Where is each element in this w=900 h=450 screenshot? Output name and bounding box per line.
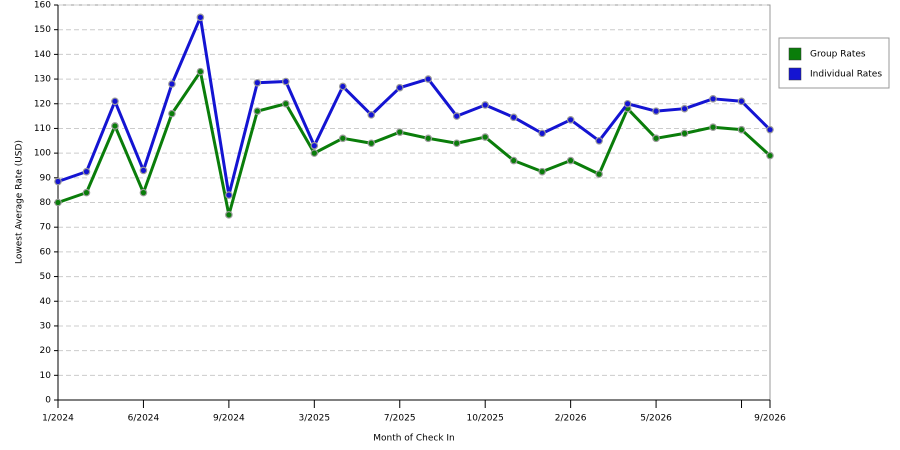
data-point xyxy=(509,113,518,122)
data-point xyxy=(253,107,262,115)
y-tick-label: 40 xyxy=(40,297,52,307)
data-point xyxy=(196,67,205,76)
data-point xyxy=(367,111,376,119)
data-point xyxy=(566,156,575,165)
data-point xyxy=(82,167,91,176)
y-tick-label: 80 xyxy=(40,198,52,208)
x-axis-label: Month of Check In xyxy=(373,434,455,444)
data-point xyxy=(395,83,404,92)
data-point xyxy=(709,95,717,103)
data-point xyxy=(253,78,262,87)
data-point xyxy=(538,167,546,176)
data-point xyxy=(282,77,290,86)
x-tick-label: 1/2024 xyxy=(42,414,74,424)
data-point xyxy=(538,129,546,138)
data-point xyxy=(509,156,518,165)
y-tick-label: 90 xyxy=(40,173,52,183)
data-point xyxy=(452,139,461,148)
y-tick-label: 100 xyxy=(34,149,51,159)
data-point xyxy=(310,149,319,157)
data-point xyxy=(652,107,660,115)
x-tick-label: 2/2026 xyxy=(555,414,587,424)
data-point xyxy=(652,134,660,143)
data-point xyxy=(623,99,632,108)
data-point xyxy=(111,122,119,130)
legend-box xyxy=(778,37,890,89)
x-tick-label: 10/2025 xyxy=(467,414,504,424)
data-point xyxy=(139,166,148,175)
y-tick-label: 50 xyxy=(40,272,52,282)
x-tick-label: 6/2024 xyxy=(128,414,160,424)
y-tick-label: 160 xyxy=(34,1,51,11)
y-tick-label: 140 xyxy=(34,50,51,60)
data-point xyxy=(338,82,347,91)
data-point xyxy=(111,97,119,106)
y-tick-label: 0 xyxy=(45,396,51,406)
data-point xyxy=(367,139,376,148)
data-point xyxy=(566,115,575,124)
y-tick-label: 130 xyxy=(34,75,51,85)
y-tick-label: 70 xyxy=(40,223,52,233)
x-tick-label: 9/2024 xyxy=(213,414,245,424)
y-axis-label: Lowest Average Rate (USD) xyxy=(15,140,25,264)
data-point xyxy=(54,177,62,186)
y-tick-label: 60 xyxy=(40,247,52,257)
data-point xyxy=(452,112,461,120)
data-point xyxy=(680,129,689,138)
data-point xyxy=(481,133,490,141)
data-point xyxy=(139,188,148,197)
x-tick-label: 7/2025 xyxy=(384,414,416,424)
data-point xyxy=(737,97,746,106)
data-point xyxy=(680,104,689,113)
y-tick-label: 150 xyxy=(34,25,51,35)
y-tick-label: 120 xyxy=(34,99,51,109)
data-point xyxy=(338,134,347,143)
data-point xyxy=(196,13,205,22)
legend-swatch xyxy=(788,47,802,61)
legend-label: Individual Rates xyxy=(810,70,882,80)
series-line xyxy=(57,15,772,197)
data-point xyxy=(82,188,91,197)
data-point xyxy=(595,170,603,178)
y-tick-label: 30 xyxy=(40,321,52,331)
x-tick-label: 3/2025 xyxy=(298,414,330,424)
data-point xyxy=(310,141,319,150)
data-point xyxy=(225,211,233,219)
y-tick-label: 110 xyxy=(34,124,51,134)
data-point xyxy=(481,101,490,109)
x-tick-label: 5/2026 xyxy=(640,414,672,424)
data-point xyxy=(737,125,746,134)
data-point xyxy=(709,123,717,132)
data-point xyxy=(282,99,290,108)
data-point xyxy=(766,151,774,160)
data-point xyxy=(424,75,433,83)
x-tick-label: 9/2026 xyxy=(754,414,786,424)
series-line xyxy=(57,70,772,217)
data-point xyxy=(168,80,176,88)
legend-swatch xyxy=(788,67,802,81)
data-point xyxy=(766,125,774,134)
y-tick-label: 10 xyxy=(40,371,52,381)
legend-label: Group Rates xyxy=(810,50,866,60)
data-point xyxy=(595,136,603,145)
data-point xyxy=(424,134,433,143)
data-point xyxy=(395,128,404,136)
data-point xyxy=(225,191,233,199)
y-tick-label: 20 xyxy=(40,346,52,356)
data-point xyxy=(54,198,62,207)
data-point xyxy=(168,109,176,118)
